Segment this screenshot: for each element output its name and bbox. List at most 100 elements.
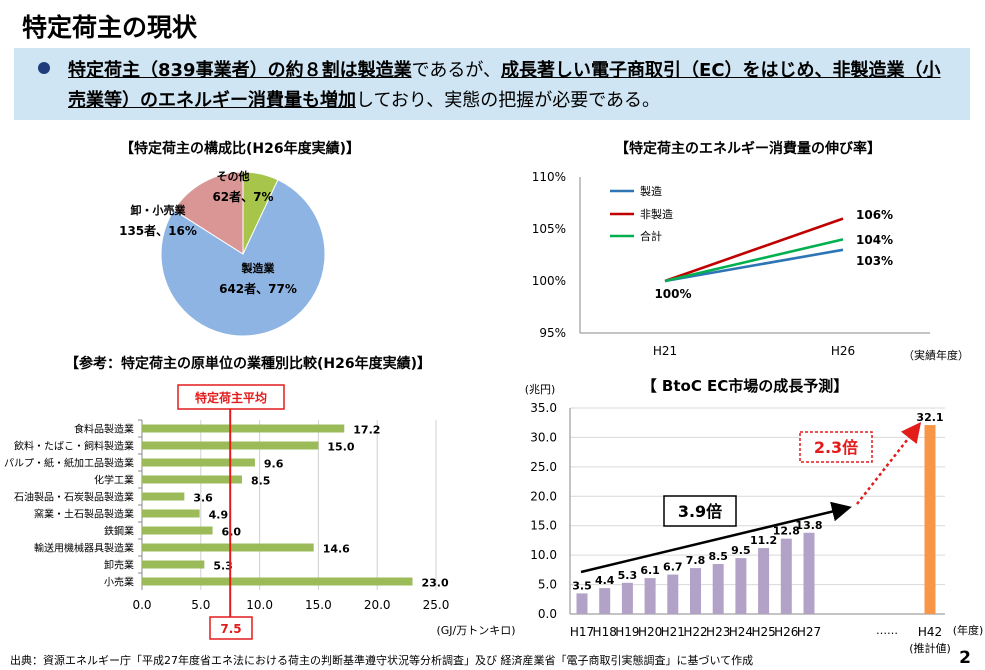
hbar-bar	[142, 510, 200, 518]
line-end-label: 103%	[856, 254, 893, 268]
hbar-x-tick: 5.0	[191, 598, 210, 612]
hbar-bar	[142, 544, 314, 552]
vbar-y-tick: 30.0	[530, 430, 557, 444]
line-series-0	[665, 250, 843, 281]
hbar-category: 窯業・土石製品製造業	[34, 508, 134, 521]
vbar-x-tick: H20	[638, 625, 662, 639]
vbar-x-label: (年度)	[953, 623, 984, 637]
hbar-value-label: 23.0	[421, 577, 448, 590]
hbar-x-tick: 10.0	[246, 598, 273, 612]
vbar-y-tick: 10.0	[530, 548, 557, 562]
pie-slice-value: 135者、16%	[119, 223, 197, 238]
line-y-tick: 110%	[532, 170, 566, 184]
line-x-tick: H26	[831, 344, 855, 358]
hbar-category: パルプ・紙・紙加工品製造業	[4, 457, 134, 470]
hbar-value-label: 6.0	[222, 526, 242, 539]
line-start-label: 100%	[654, 287, 691, 301]
vbar-x-tick: H22	[683, 625, 707, 639]
vbar-value-label: 9.5	[731, 544, 751, 557]
vbar-bar	[758, 548, 769, 614]
vbar-bar	[713, 564, 724, 614]
hbar-category: 小売業	[104, 576, 134, 589]
hbar-x-tick: 20.0	[364, 598, 391, 612]
hbar-x-tick: 15.0	[305, 598, 332, 612]
hbar-bar	[142, 425, 344, 433]
hbar-category: 食料品製造業	[74, 423, 134, 436]
vbar-bar	[925, 425, 936, 614]
page-number: 2	[959, 648, 971, 668]
vbar-y-tick: 25.0	[530, 460, 557, 474]
reference-label: 特定荷主平均	[195, 390, 267, 405]
pie-title: 【特定荷主の構成比(H26年度実績)】	[120, 140, 360, 157]
line-x-label: （実績年度）	[903, 348, 969, 362]
hbar-x-tick: 0.0	[132, 598, 151, 612]
vbar-estimate-note: (推計値)	[909, 641, 951, 655]
legend-label: 非製造	[640, 207, 673, 221]
hbar-value-label: 17.2	[353, 424, 380, 437]
vbar-bar	[667, 575, 678, 614]
vbar-value-label: 4.4	[595, 574, 615, 587]
vbar-y-tick: 20.0	[530, 489, 557, 503]
vbar-x-tick: H23	[706, 625, 730, 639]
vbar-x-tick: H42	[918, 625, 942, 639]
hbar-bar	[142, 527, 213, 535]
hbar-bar	[142, 561, 204, 569]
vbar-bar	[577, 593, 588, 614]
vbar-y-label: (兆円)	[525, 383, 556, 396]
vbar-gap-label: ……	[876, 624, 898, 637]
pie-slice-name: その他	[217, 169, 250, 183]
vbar-bar	[804, 533, 815, 614]
pie-slice-value: 642者、77%	[219, 281, 297, 296]
vbar-bar	[599, 588, 610, 614]
vbar-y-tick: 15.0	[530, 519, 557, 533]
vbar-bar	[735, 558, 746, 614]
hbar-category: 石油製品・石炭製品製造業	[14, 491, 134, 504]
hbar-value-label: 15.0	[327, 441, 354, 454]
line-y-tick: 105%	[532, 222, 566, 236]
vbar-x-tick: H17	[570, 625, 594, 639]
vbar-bar	[781, 539, 792, 614]
vbar-bar	[645, 578, 656, 614]
vbar-title: 【 BtoC EC市場の成長予測】	[642, 377, 849, 395]
hbar-x-tick: 25.0	[423, 598, 450, 612]
line-y-tick: 100%	[532, 274, 566, 288]
vbar-x-tick: H24	[729, 625, 753, 639]
hbar-value-label: 3.6	[193, 492, 213, 505]
reference-value: 7.5	[220, 622, 241, 636]
vbar-value-label: 6.7	[663, 561, 683, 574]
hbar-category: 輸送用機械器具製造業	[34, 542, 134, 555]
hbar-bar	[142, 493, 184, 501]
vbar-bar	[622, 583, 633, 614]
source-footnote: 出典：資源エネルギー庁「平成27年度省エネ法における荷主の判断基準遵守状況等分析…	[10, 652, 753, 668]
vbar-x-tick: H25	[751, 625, 775, 639]
vbar-value-label: 32.1	[916, 411, 943, 424]
line-end-label: 106%	[856, 208, 893, 222]
vbar-value-label: 13.8	[795, 519, 822, 532]
hbar-x-label: (GJ/万トンキロ)	[436, 624, 515, 637]
line-series-1	[665, 219, 843, 281]
line-y-tick: 95%	[539, 326, 566, 340]
annotation-black: 3.9倍	[678, 502, 722, 521]
pie-slice-name: 製造業	[241, 261, 276, 275]
hbar-bar	[142, 578, 412, 586]
hbar-category: 飲料・たばこ・飼料製造業	[14, 440, 134, 453]
legend-label: 製造	[640, 184, 662, 198]
vbar-y-tick: 35.0	[530, 401, 557, 415]
vbar-value-label: 7.8	[686, 554, 706, 567]
hbar-value-label: 9.6	[264, 458, 284, 471]
legend-label: 合計	[640, 229, 662, 243]
pie-slice-value: 62者、7%	[212, 189, 273, 204]
vbar-value-label: 5.3	[618, 569, 638, 582]
vbar-value-label: 3.5	[572, 579, 592, 592]
line-end-label: 104%	[856, 233, 893, 247]
hbar-category: 鉄鋼業	[104, 525, 134, 538]
pie-slice-name: 卸・小売業	[131, 203, 187, 217]
hbar-value-label: 4.9	[209, 509, 229, 522]
hbar-bar	[142, 476, 242, 484]
hbar-title: 【参考：特定荷主の原単位の業種別比較(H26年度実績)】	[65, 355, 431, 372]
vbar-x-tick: H18	[593, 625, 617, 639]
hbar-category: 化学工業	[94, 474, 134, 487]
vbar-y-tick: 5.0	[538, 578, 557, 592]
hbar-value-label: 8.5	[251, 475, 271, 488]
vbar-x-tick: H21	[661, 625, 685, 639]
